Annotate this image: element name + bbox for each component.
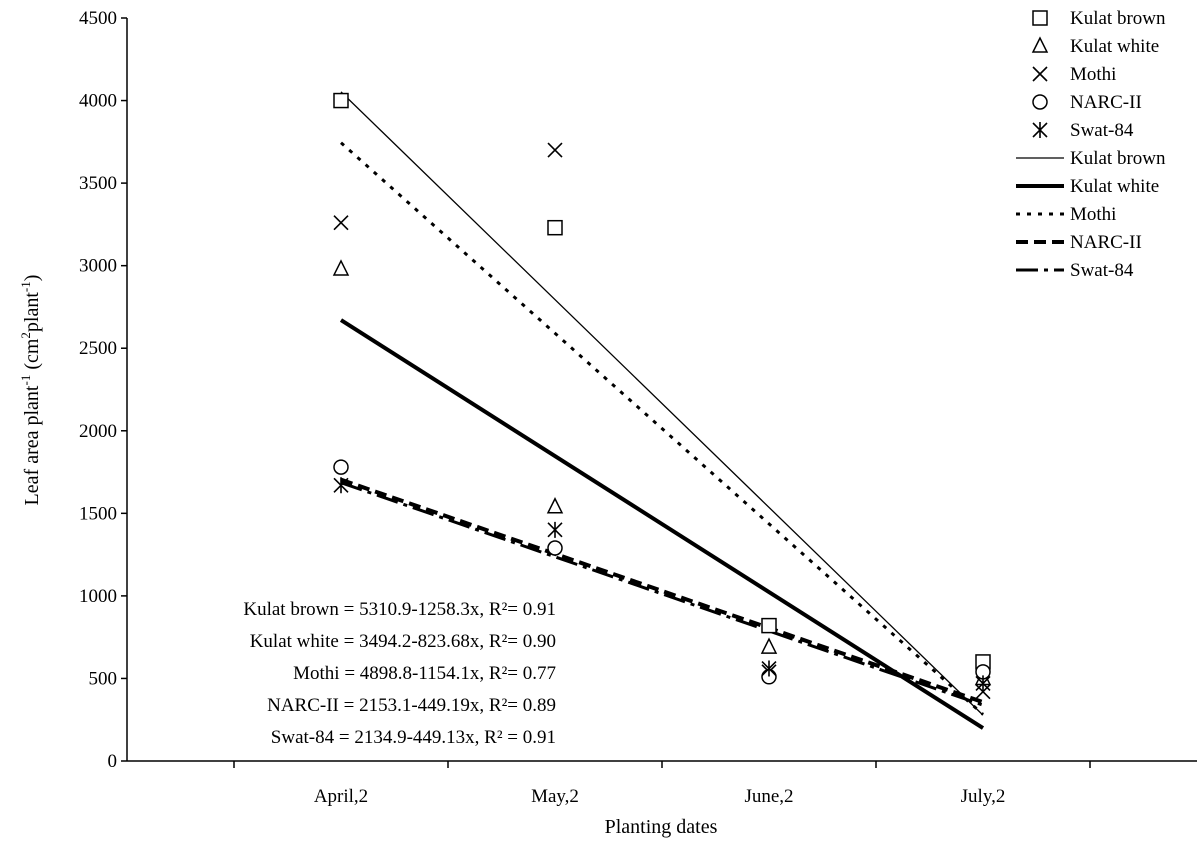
trendline-kulat-brown: [340, 91, 984, 716]
trendline-narc-ii: [340, 477, 984, 705]
y-axis-title-mid: (cm: [21, 338, 43, 375]
legend-marker-kulat-white: [1031, 36, 1049, 53]
point-swat-84: [547, 521, 563, 538]
legend-label-kulat-white: Kulat white: [1070, 176, 1159, 197]
legend-label-mothi: Mothi: [1070, 204, 1116, 225]
point-kulat-white: [760, 637, 778, 654]
y-axis-title-sup3: -1: [18, 281, 33, 292]
point-swat-84: [761, 660, 777, 677]
point-narc-ii: [547, 540, 563, 556]
x-tick-label: June,2: [744, 786, 793, 807]
y-tick-label: 2000: [79, 421, 117, 442]
point-swat-84: [333, 477, 349, 494]
point-swat-84: [975, 675, 991, 692]
equation-narc-ii: NARC-II = 2153.1-449.19x, R²= 0.89: [267, 695, 556, 716]
y-axis-title-main: Leaf area plant: [21, 385, 43, 505]
legend: Kulat brown Kulat white Mothi NARC-II Swat-8…: [1016, 8, 1166, 281]
x-tick-label: May,2: [531, 786, 579, 807]
y-tick-label: 1000: [79, 586, 117, 607]
legend-label-narc-ii: NARC-II: [1070, 92, 1142, 113]
legend-label-kulat-white: Kulat white: [1070, 36, 1159, 57]
legend-label-kulat-brown: Kulat brown: [1070, 148, 1166, 169]
point-narc-ii: [333, 459, 349, 475]
x-axis-title: Planting dates: [605, 816, 718, 838]
trendline-mothi: [340, 141, 984, 716]
x-tick-label: April,2: [314, 786, 368, 807]
legend-label-kulat-brown: Kulat brown: [1070, 8, 1166, 29]
y-axis-title: Leaf area plant-1 (cm2plant-1): [18, 275, 43, 506]
legend-label-narc-ii: NARC-II: [1070, 232, 1142, 253]
y-tick-label: 500: [89, 668, 118, 689]
y-axis-title-sup1: -1: [18, 375, 33, 386]
trendlines: [339, 91, 985, 730]
x-tick-label: July,2: [961, 786, 1006, 807]
legend-label-swat-84: Swat-84: [1070, 260, 1134, 281]
axes: 0 500 1000 1500 2000 2500 3000 3500 4000 4500 Apri…: [79, 8, 1197, 807]
y-tick-label: 1500: [79, 503, 117, 524]
y-tick-label: 2500: [79, 338, 117, 359]
equation-kulat-brown: Kulat brown = 5310.9-1258.3x, R²= 0.91: [243, 599, 556, 620]
legend-label-swat-84: Swat-84: [1070, 120, 1134, 141]
point-kulat-white: [546, 497, 564, 514]
y-axis-title-mid2: plant: [21, 292, 43, 332]
legend-marker-narc-ii: [1032, 94, 1048, 110]
equations: Kulat brown = 5310.9-1258.3x, R²= 0.91 Ku…: [243, 599, 556, 748]
point-mothi: [547, 142, 563, 158]
legend-label-mothi: Mothi: [1070, 64, 1116, 85]
equation-mothi: Mothi = 4898.8-1154.1x, R²= 0.77: [293, 663, 556, 684]
equation-kulat-white: Kulat white = 3494.2-823.68x, R²= 0.90: [250, 631, 556, 652]
y-tick-label: 4500: [79, 8, 117, 29]
y-axis-title-sup2: 2: [18, 332, 33, 339]
point-kulat-brown: [761, 617, 777, 634]
data-points: [332, 92, 992, 700]
legend-marker-swat-84: [1032, 122, 1048, 138]
y-axis-title-end: ): [21, 275, 43, 282]
trendline-kulat-white: [339, 318, 985, 730]
y-tick-label: 0: [108, 751, 118, 772]
y-tick-label: 3500: [79, 173, 117, 194]
legend-marker-mothi: [1032, 66, 1048, 82]
point-mothi: [333, 215, 349, 231]
y-tick-label: 4000: [79, 91, 117, 112]
point-kulat-white: [332, 259, 350, 276]
legend-marker-kulat-brown: [1032, 10, 1048, 26]
equation-swat-84: Swat-84 = 2134.9-449.13x, R² = 0.91: [271, 727, 556, 748]
point-kulat-brown: [547, 219, 563, 236]
point-kulat-brown: [333, 92, 349, 109]
y-tick-label: 3000: [79, 256, 117, 277]
